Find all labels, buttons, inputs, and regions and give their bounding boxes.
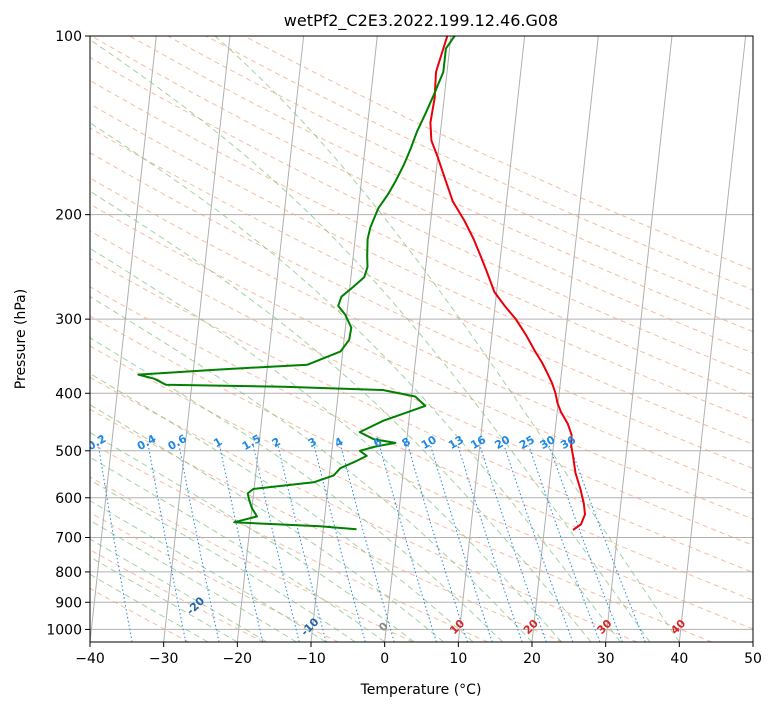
x-tick-label: −40 xyxy=(75,651,105,667)
moist-adiabat-line xyxy=(90,337,503,642)
temperature-profile-line xyxy=(429,36,586,531)
moist-adiabat-line xyxy=(214,36,680,642)
moist-adiabat-line xyxy=(90,122,621,642)
x-tick-label: −30 xyxy=(149,651,179,667)
x-tick-label: 50 xyxy=(744,651,762,667)
dry-adiabat-line xyxy=(90,286,753,601)
plot-layer xyxy=(90,36,753,642)
isotherm-line xyxy=(678,36,747,642)
x-tick-label: 0 xyxy=(380,651,389,667)
isotherm-line xyxy=(163,36,231,642)
dry-adiabat-line xyxy=(90,177,753,495)
y-tick-label: 800 xyxy=(55,565,82,581)
mixing-ratio-line xyxy=(457,445,523,642)
mixing-ratio-line xyxy=(503,445,574,642)
y-tick-label: 1000 xyxy=(46,622,82,638)
x-tick-label: 20 xyxy=(523,651,541,667)
y-axis-title: Pressure (hPa) xyxy=(13,289,29,389)
chart-title: wetPf2_C2E3.2022.199.12.46.G08 xyxy=(284,11,558,31)
dry-adiabat-line xyxy=(90,152,753,470)
x-axis-title: Temperature (°C) xyxy=(360,682,482,698)
moist-adiabat-line xyxy=(90,519,297,642)
moist-adiabat-line xyxy=(90,247,562,642)
plot-area xyxy=(90,36,753,642)
mixing-ratio-line xyxy=(252,445,300,642)
dry-adiabat-line xyxy=(205,36,753,291)
mixing-ratio-line xyxy=(479,445,547,642)
x-tick-label: −20 xyxy=(223,651,253,667)
x-tick-label: 40 xyxy=(670,651,688,667)
mixing-ratio-line xyxy=(528,445,601,642)
moist-adiabat-line xyxy=(90,296,533,642)
moist-adiabat-line xyxy=(90,39,651,642)
dry-adiabat-line xyxy=(90,257,753,573)
x-tick-label: 30 xyxy=(597,651,615,667)
isotherm-line xyxy=(236,36,305,642)
mixing-ratio-line xyxy=(548,445,623,642)
y-tick-label: 400 xyxy=(55,386,82,402)
y-tick-label: 500 xyxy=(55,444,82,460)
moist-adiabat-line xyxy=(90,538,268,642)
dry-adiabat-line xyxy=(90,79,753,399)
isotherm-line xyxy=(531,36,599,642)
y-tick-label: 100 xyxy=(55,29,82,45)
y-tick-label: 700 xyxy=(55,531,82,547)
x-tick-label: −10 xyxy=(296,651,326,667)
axis-ticks: −40 −30 −20 −10 0 10 20 30 40 50 100 200 300 400 500 60… xyxy=(46,29,762,667)
isotherm-line xyxy=(90,36,157,642)
moist-adiabat-line xyxy=(90,573,209,642)
plot-frame xyxy=(89,35,754,643)
moist-adiabat-line xyxy=(90,456,385,642)
isotherm-line xyxy=(457,36,526,642)
mixing-ratio-line xyxy=(147,445,187,642)
mixing-ratio-line xyxy=(219,445,264,642)
mixing-ratio-line xyxy=(277,445,327,642)
moist-adiabat-line xyxy=(90,556,238,642)
y-tick-label: 200 xyxy=(55,208,82,224)
dry-adiabat-line xyxy=(90,127,753,445)
moist-adiabat-line xyxy=(90,431,415,642)
isotherm-line xyxy=(384,36,452,642)
moist-adiabat-line xyxy=(90,190,592,642)
x-tick-label: 10 xyxy=(449,651,467,667)
isotherm-line xyxy=(605,36,673,642)
dry-adiabat-line xyxy=(90,442,488,642)
y-tick-label: 600 xyxy=(55,491,82,507)
dry-adiabat-line xyxy=(90,56,753,376)
dry-adiabat-line xyxy=(91,36,753,354)
dry-adiabat-line xyxy=(90,476,414,642)
y-tick-label: 300 xyxy=(55,312,82,328)
mixing-ratio-line xyxy=(98,445,133,642)
mixing-ratio-line xyxy=(178,445,220,642)
y-tick-label: 900 xyxy=(55,595,82,611)
dry-adiabat-line xyxy=(167,36,753,312)
dewpoint-profile-line xyxy=(137,36,456,531)
dry-adiabat-line xyxy=(90,315,753,630)
